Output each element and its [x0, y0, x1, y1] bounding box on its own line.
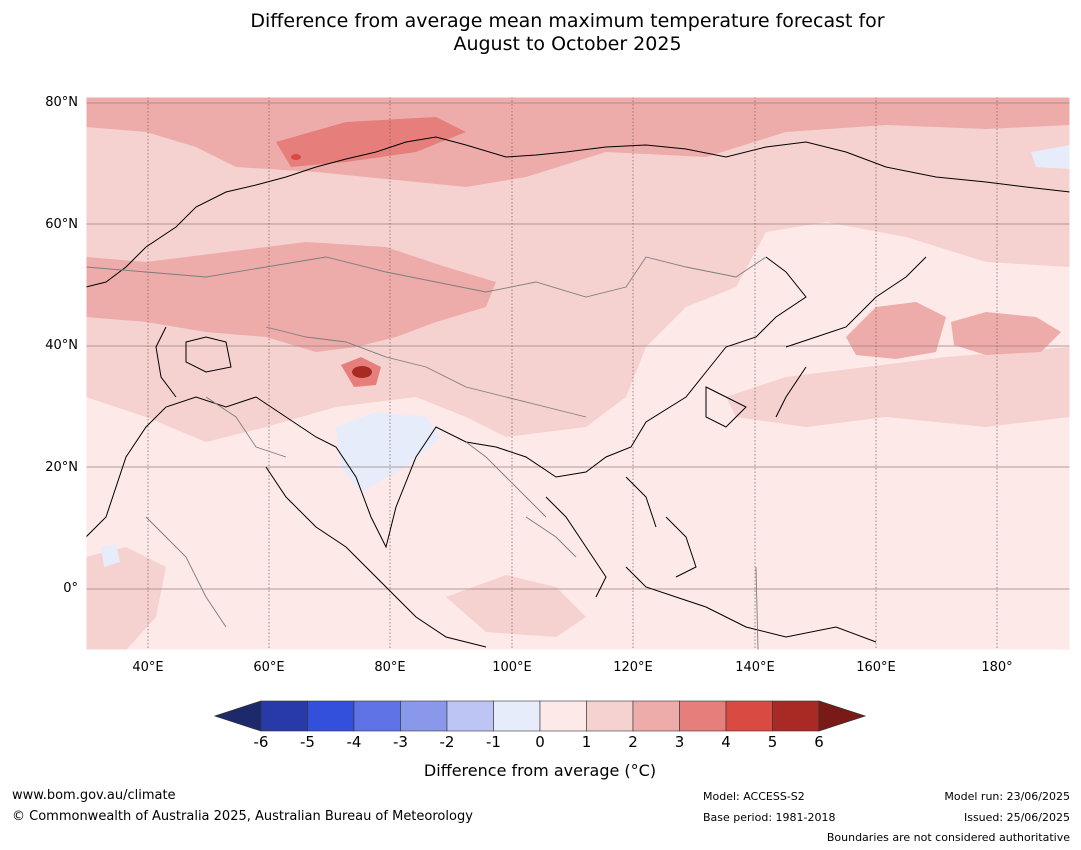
- lon-label-180: 180°: [981, 660, 1013, 675]
- lon-label-160e: 160°E: [856, 660, 896, 675]
- colorbar-segment: [679, 700, 727, 732]
- colorbar-segment: [307, 700, 355, 732]
- colorbar-tick-label: -4: [346, 733, 362, 751]
- map-svg: [86, 97, 1070, 650]
- colorbar-arrow-high: [818, 700, 867, 732]
- title-line-2: August to October 2025: [453, 33, 682, 55]
- colorbar-arrow-low: [213, 700, 262, 732]
- anomaly-band-1-2-africa: [86, 547, 166, 650]
- model-run-date: Model run: 23/06/2025: [944, 790, 1070, 803]
- anomaly-negative-east-africa: [101, 544, 120, 567]
- colorbar-tick-label: 1: [581, 733, 592, 751]
- lon-label-80e: 80°E: [374, 660, 406, 675]
- lat-label-60n: 60°N: [45, 217, 78, 232]
- colorbar-segment: [260, 700, 308, 732]
- graticule-meridians: [147, 97, 998, 650]
- anomaly-negative-east-siberian-sea: [1031, 145, 1070, 169]
- lat-label-40n: 40°N: [45, 338, 78, 353]
- colorbar-tick-label: 3: [674, 733, 685, 751]
- colorbar-tick-label: -3: [393, 733, 408, 751]
- colorbar-segment: [400, 700, 448, 732]
- colorbar-segment: [725, 700, 773, 732]
- anomaly-hotspot-karakoram: [352, 366, 372, 378]
- colorbar-segment: [632, 700, 680, 732]
- anomaly-band-3-4-west-siberia: [276, 117, 466, 167]
- colorbar-tick-label: 2: [628, 733, 638, 751]
- anomaly-band-2-3-arctic: [86, 97, 1070, 187]
- colorbar-segment: [493, 700, 541, 732]
- lon-label-140e: 140°E: [735, 660, 775, 675]
- base-period: Base period: 1981-2018: [703, 811, 836, 824]
- colorbar-tick-label: -2: [439, 733, 455, 751]
- colorbar-segment: [539, 700, 587, 732]
- lon-label-40e: 40°E: [132, 660, 164, 675]
- lon-label-60e: 60°E: [253, 660, 285, 675]
- model-name: Model: ACCESS-S2: [703, 790, 805, 803]
- graticule-parallels: [86, 102, 1070, 590]
- forecast-map: [86, 97, 1070, 650]
- lon-label-100e: 100°E: [492, 660, 532, 675]
- colorbar-title: Difference from average (°C): [423, 761, 657, 780]
- title-line-1: Difference from average mean maximum tem…: [250, 10, 885, 32]
- colorbar-tick-label: 6: [814, 733, 824, 751]
- colorbar-tick-label: -1: [486, 733, 501, 751]
- coastlines: [86, 136, 1070, 648]
- colorbar-tick-label: -6: [253, 733, 269, 751]
- colorbar-segment: [353, 700, 401, 732]
- colorbar-tick-label: 4: [721, 733, 731, 751]
- anomaly-band-2-3-central-asia: [86, 242, 496, 352]
- lat-label-80n: 80°N: [45, 95, 78, 110]
- boundary-disclaimer: Boundaries are not considered authoritat…: [826, 831, 1070, 844]
- anomaly-negative-india: [336, 412, 441, 492]
- colorbar: [213, 700, 867, 732]
- issued-date: Issued: 25/06/2025: [963, 811, 1070, 824]
- lat-label-0: 0°: [63, 581, 78, 596]
- colorbar-segment: [772, 700, 820, 732]
- anomaly-hotspot-siberia: [291, 154, 301, 160]
- anomaly-band-2-3-north-pacific-east: [951, 312, 1061, 355]
- country-borders: [86, 256, 767, 650]
- anomaly-band-1-2-equator: [446, 575, 586, 637]
- colorbar-segment: [586, 700, 634, 732]
- colorbar-tick-label: 5: [767, 733, 778, 751]
- anomaly-band-1-2-north: [86, 97, 1070, 442]
- copyright-text: © Commonwealth of Australia 2025, Austra…: [12, 809, 473, 824]
- anomaly-band-1-2-pacific: [726, 347, 1070, 427]
- anomaly-band-2-3-north-pacific-west: [846, 302, 946, 359]
- colorbar-tick-label: 0: [535, 733, 545, 751]
- map-title: Difference from average mean maximum tem…: [0, 10, 1081, 56]
- lat-label-20n: 20°N: [45, 460, 78, 475]
- colorbar-segment: [446, 700, 494, 732]
- website-link[interactable]: www.bom.gov.au/climate: [12, 788, 176, 803]
- lon-label-120e: 120°E: [613, 660, 653, 675]
- colorbar-tick-label: -5: [300, 733, 315, 751]
